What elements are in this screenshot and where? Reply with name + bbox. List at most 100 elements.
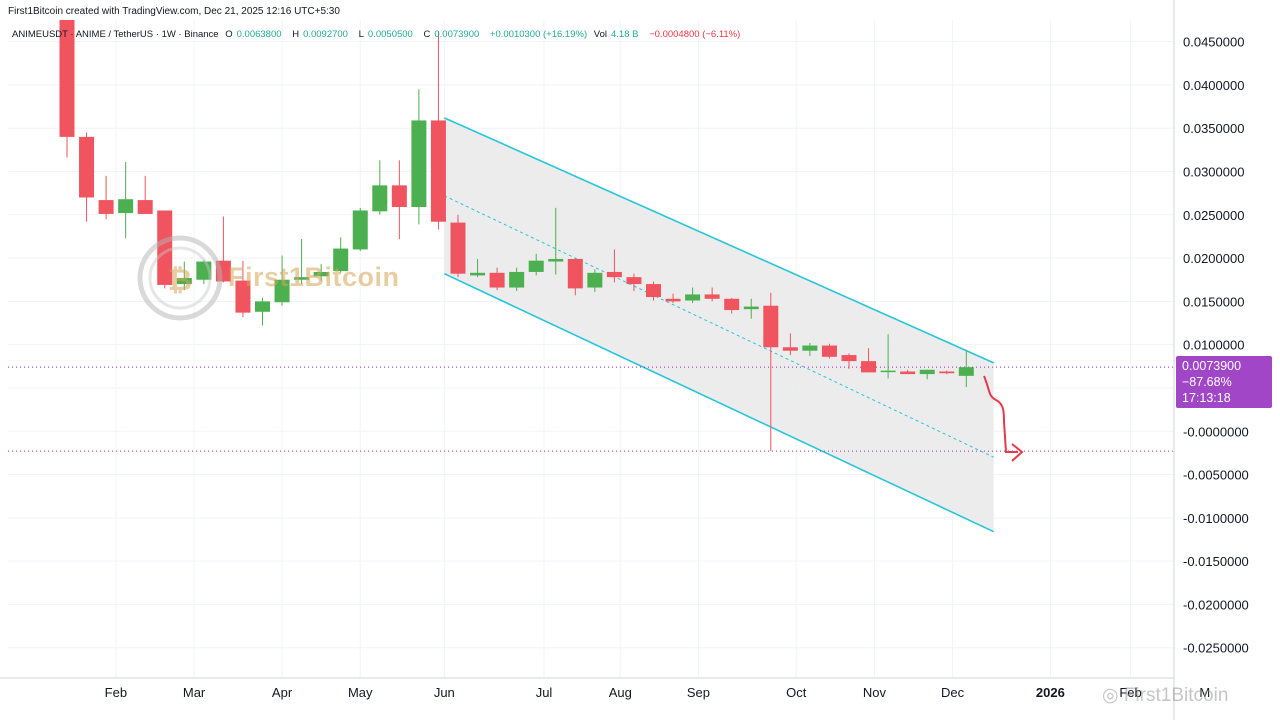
x-tick-label: May bbox=[348, 685, 373, 700]
forecast-arrow bbox=[983, 375, 1024, 462]
candle-body bbox=[861, 361, 877, 373]
watermark-logo: ₿ bbox=[137, 235, 223, 321]
candle-body bbox=[372, 185, 388, 212]
candle bbox=[743, 298, 759, 319]
candle bbox=[470, 258, 486, 278]
svg-text:₿: ₿ bbox=[168, 264, 192, 297]
candle-body bbox=[548, 258, 564, 262]
candle bbox=[274, 255, 290, 306]
candle bbox=[372, 160, 388, 215]
candle bbox=[391, 160, 407, 240]
channel-lower-line bbox=[443, 272, 995, 533]
x-tick-label: M bbox=[1199, 685, 1210, 700]
candle bbox=[685, 287, 701, 304]
candle bbox=[567, 258, 583, 296]
candle bbox=[958, 350, 974, 388]
candle-body bbox=[274, 279, 290, 303]
y-tick-label: 0.0350000 bbox=[1183, 121, 1244, 136]
volume-change: −0.0004800 (−6.11%) bbox=[649, 29, 741, 40]
candle bbox=[861, 348, 877, 373]
y-tick-label: 0.0150000 bbox=[1183, 294, 1244, 309]
x-tick-label: Mar bbox=[183, 685, 206, 700]
candle-body bbox=[743, 306, 759, 310]
candle bbox=[294, 239, 310, 285]
watermark-text: First1Bitcoin bbox=[228, 262, 400, 292]
last-price: 0.0073900 bbox=[1182, 359, 1242, 373]
candle bbox=[606, 249, 622, 283]
candle bbox=[900, 369, 916, 375]
arrow-path bbox=[983, 375, 1018, 453]
candle-body bbox=[294, 277, 310, 280]
candle bbox=[626, 273, 642, 291]
arrow-head bbox=[1011, 443, 1024, 462]
symbol-name[interactable]: ANIMEUSDT · ANIME / TetherUS · 1W · Bina… bbox=[12, 29, 219, 40]
candle-body bbox=[802, 345, 818, 351]
x-tick-label: Nov bbox=[863, 685, 887, 700]
y-tick-label: 0.0200000 bbox=[1183, 251, 1244, 266]
candle bbox=[489, 267, 505, 291]
candle bbox=[587, 269, 603, 292]
candle bbox=[782, 333, 798, 356]
candle bbox=[646, 281, 661, 301]
bar-countdown: 17:13:18 bbox=[1182, 391, 1231, 405]
candle bbox=[411, 89, 427, 225]
candle-body bbox=[880, 370, 896, 373]
candle bbox=[821, 343, 837, 359]
watermark-bottom: ◎ First1Bitcoin bbox=[1102, 685, 1229, 706]
y-tick-label: -0.0200000 bbox=[1183, 597, 1249, 612]
candle-body bbox=[391, 185, 407, 208]
candle-body bbox=[821, 345, 837, 357]
candle-body bbox=[196, 261, 212, 280]
x-tick-label: Jul bbox=[536, 685, 553, 700]
candle-body bbox=[333, 248, 349, 272]
price-change: +0.0010300 (+16.19%) bbox=[489, 29, 588, 40]
candle-body bbox=[255, 301, 270, 312]
low-value: 0.0050500 bbox=[367, 29, 413, 40]
candle bbox=[352, 207, 368, 252]
symbol-legend[interactable]: ANIMEUSDT · ANIME / TetherUS · 1W · Bina… bbox=[12, 29, 744, 40]
candle bbox=[255, 297, 270, 326]
candle bbox=[176, 261, 192, 291]
y-tick-label: 0.0300000 bbox=[1183, 165, 1244, 180]
candle bbox=[137, 175, 153, 214]
candle-body bbox=[587, 272, 603, 288]
x-tick-label: Feb bbox=[1119, 685, 1141, 700]
candle-body bbox=[665, 298, 681, 302]
candle-body bbox=[528, 260, 544, 272]
channel-fill bbox=[444, 117, 994, 532]
candle bbox=[157, 210, 173, 289]
high-label: H bbox=[292, 29, 300, 40]
close-value: 0.0073900 bbox=[434, 29, 480, 40]
candle bbox=[724, 297, 740, 314]
candle bbox=[59, 20, 75, 158]
candle bbox=[79, 132, 95, 222]
total-change: −87.68% bbox=[1182, 375, 1232, 389]
y-tick-label: -0.0100000 bbox=[1183, 511, 1249, 526]
candle bbox=[430, 31, 446, 230]
candle bbox=[313, 264, 329, 281]
candle-body bbox=[606, 271, 622, 278]
candle-body bbox=[782, 347, 798, 351]
grid-lines bbox=[8, 20, 1174, 678]
candle-body bbox=[235, 280, 251, 313]
open-label: O bbox=[225, 29, 233, 40]
volume-value: 4.18 B bbox=[610, 29, 639, 40]
x-tick-label: Oct bbox=[786, 685, 807, 700]
candle-body bbox=[919, 369, 935, 375]
x-tick-label: Apr bbox=[272, 685, 293, 700]
x-tick-label: Jun bbox=[434, 685, 455, 700]
low-label: L bbox=[358, 29, 364, 40]
y-tick-label: 0.0400000 bbox=[1183, 78, 1244, 93]
close-label: C bbox=[423, 29, 431, 40]
candle bbox=[704, 287, 720, 302]
candle bbox=[763, 292, 779, 452]
y-tick-label: -0.0000000 bbox=[1183, 424, 1249, 439]
y-tick-label: -0.0150000 bbox=[1183, 554, 1249, 569]
last-price-tag: 0.0073900 −87.68% 17:13:18 bbox=[1176, 356, 1272, 408]
volume-label: Vol bbox=[593, 29, 607, 40]
y-tick-label: 0.0450000 bbox=[1183, 35, 1244, 50]
axes: 0.0450000 0.0400000 0.0350000 0.0300000 0.02… bbox=[0, 0, 1249, 720]
candle bbox=[548, 207, 564, 275]
x-tick-label: Dec bbox=[941, 685, 965, 700]
